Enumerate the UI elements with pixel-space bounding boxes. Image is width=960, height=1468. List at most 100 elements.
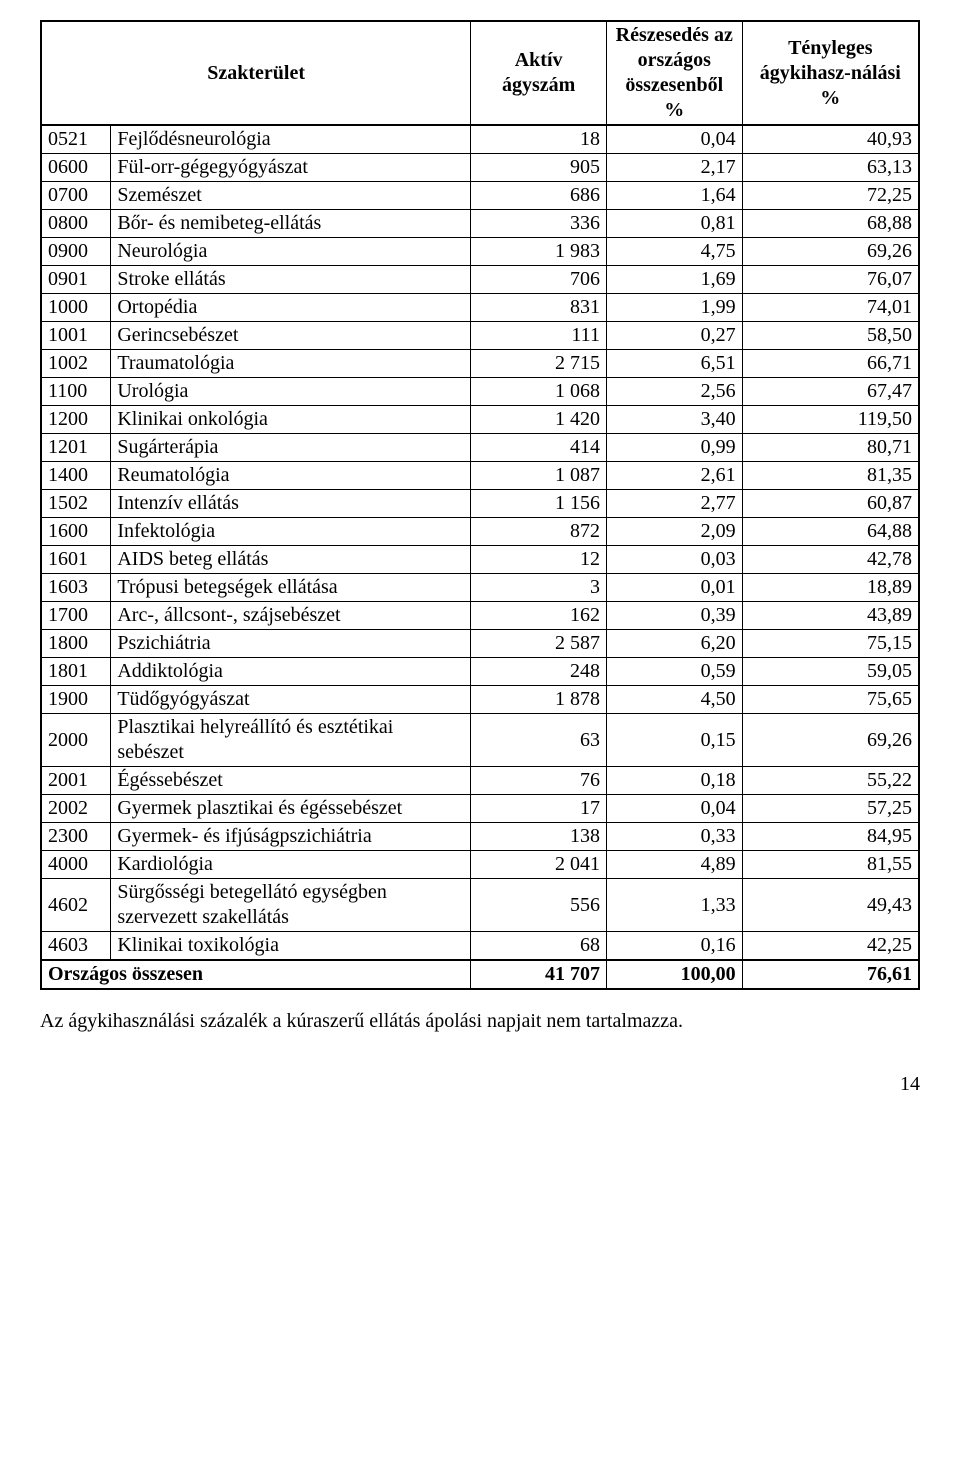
cell-code: 1100 (41, 378, 111, 406)
cell-share: 2,61 (606, 462, 742, 490)
cell-share: 4,75 (606, 238, 742, 266)
table-row: 1801Addiktológia2480,5959,05 (41, 658, 919, 686)
cell-util: 119,50 (742, 406, 919, 434)
cell-name: Infektológia (111, 518, 471, 546)
cell-code: 1700 (41, 602, 111, 630)
cell-code: 1601 (41, 546, 111, 574)
cell-share: 1,64 (606, 182, 742, 210)
cell-util: 59,05 (742, 658, 919, 686)
cell-active: 111 (471, 322, 607, 350)
table-row: 0521Fejlődésneurológia180,0440,93 (41, 125, 919, 154)
cell-util: 75,65 (742, 686, 919, 714)
cell-share: 0,04 (606, 125, 742, 154)
cell-share: 0,15 (606, 714, 742, 767)
cell-name: Sürgősségi betegellátó egységben szervez… (111, 879, 471, 932)
cell-util: 18,89 (742, 574, 919, 602)
cell-share: 6,51 (606, 350, 742, 378)
cell-share: 2,17 (606, 154, 742, 182)
cell-util: 75,15 (742, 630, 919, 658)
cell-name: AIDS beteg ellátás (111, 546, 471, 574)
cell-name: Stroke ellátás (111, 266, 471, 294)
cell-code: 1002 (41, 350, 111, 378)
cell-share: 0,81 (606, 210, 742, 238)
cell-active: 76 (471, 767, 607, 795)
cell-util: 66,71 (742, 350, 919, 378)
table-row: 0900Neurológia1 9834,7569,26 (41, 238, 919, 266)
cell-share: 0,01 (606, 574, 742, 602)
cell-code: 0800 (41, 210, 111, 238)
cell-active: 1 878 (471, 686, 607, 714)
cell-util: 84,95 (742, 823, 919, 851)
table-row: 4000Kardiológia2 0414,8981,55 (41, 851, 919, 879)
cell-code: 2300 (41, 823, 111, 851)
total-share: 100,00 (606, 960, 742, 989)
cell-share: 0,16 (606, 932, 742, 961)
table-total-row: Országos összesen41 707100,0076,61 (41, 960, 919, 989)
table-row: 4602Sürgősségi betegellátó egységben sze… (41, 879, 919, 932)
cell-util: 64,88 (742, 518, 919, 546)
cell-name: Égéssebészet (111, 767, 471, 795)
cell-code: 1900 (41, 686, 111, 714)
table-row: 1800Pszichiátria2 5876,2075,15 (41, 630, 919, 658)
cell-share: 1,33 (606, 879, 742, 932)
table-row: 1600Infektológia8722,0964,88 (41, 518, 919, 546)
table-row: 1200Klinikai onkológia1 4203,40119,50 (41, 406, 919, 434)
table-row: 0800Bőr- és nemibeteg-ellátás3360,8168,8… (41, 210, 919, 238)
cell-util: 80,71 (742, 434, 919, 462)
cell-code: 0600 (41, 154, 111, 182)
cell-util: 81,55 (742, 851, 919, 879)
cell-active: 1 087 (471, 462, 607, 490)
cell-code: 0700 (41, 182, 111, 210)
cell-name: Gyermek- és ifjúságpszichiátria (111, 823, 471, 851)
cell-name: Trópusi betegségek ellátása (111, 574, 471, 602)
cell-util: 67,47 (742, 378, 919, 406)
cell-share: 0,03 (606, 546, 742, 574)
cell-code: 1801 (41, 658, 111, 686)
cell-util: 81,35 (742, 462, 919, 490)
cell-code: 1400 (41, 462, 111, 490)
cell-name: Kardiológia (111, 851, 471, 879)
cell-name: Fejlődésneurológia (111, 125, 471, 154)
page-number: 14 (40, 1073, 920, 1096)
cell-code: 4000 (41, 851, 111, 879)
cell-active: 68 (471, 932, 607, 961)
cell-share: 6,20 (606, 630, 742, 658)
cell-name: Addiktológia (111, 658, 471, 686)
cell-active: 18 (471, 125, 607, 154)
cell-name: Fül-orr-gégegyógyászat (111, 154, 471, 182)
table-row: 0700Szemészet6861,6472,25 (41, 182, 919, 210)
cell-active: 414 (471, 434, 607, 462)
cell-name: Klinikai toxikológia (111, 932, 471, 961)
cell-active: 905 (471, 154, 607, 182)
cell-active: 336 (471, 210, 607, 238)
cell-name: Gerincsebészet (111, 322, 471, 350)
cell-name: Pszichiátria (111, 630, 471, 658)
cell-code: 2000 (41, 714, 111, 767)
cell-code: 1200 (41, 406, 111, 434)
cell-util: 76,07 (742, 266, 919, 294)
cell-code: 1201 (41, 434, 111, 462)
cell-share: 0,04 (606, 795, 742, 823)
cell-active: 2 587 (471, 630, 607, 658)
cell-share: 0,27 (606, 322, 742, 350)
cell-code: 1603 (41, 574, 111, 602)
table-row: 1201Sugárterápia4140,9980,71 (41, 434, 919, 462)
cell-name: Urológia (111, 378, 471, 406)
cell-active: 138 (471, 823, 607, 851)
cell-active: 17 (471, 795, 607, 823)
cell-active: 556 (471, 879, 607, 932)
cell-active: 1 420 (471, 406, 607, 434)
footnote-text: Az ágykihasználási százalék a kúraszerű … (40, 1010, 920, 1033)
cell-share: 4,50 (606, 686, 742, 714)
cell-share: 1,69 (606, 266, 742, 294)
cell-util: 57,25 (742, 795, 919, 823)
cell-code: 0901 (41, 266, 111, 294)
table-row: 4603Klinikai toxikológia680,1642,25 (41, 932, 919, 961)
cell-active: 1 068 (471, 378, 607, 406)
cell-util: 40,93 (742, 125, 919, 154)
cell-name: Tüdőgyógyászat (111, 686, 471, 714)
header-specialty: Szakterület (41, 21, 471, 125)
table-row: 2001Égéssebészet760,1855,22 (41, 767, 919, 795)
cell-active: 248 (471, 658, 607, 686)
cell-active: 872 (471, 518, 607, 546)
